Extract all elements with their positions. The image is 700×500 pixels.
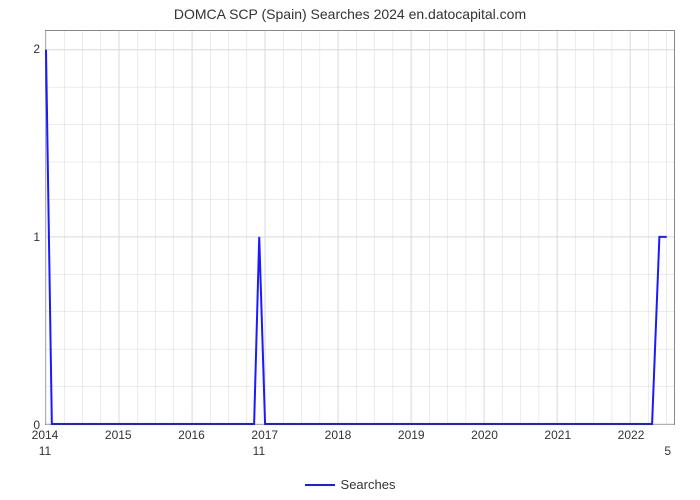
chart-title: DOMCA SCP (Spain) Searches 2024 en.datoc… <box>0 6 700 22</box>
x-tick-label: 2019 <box>398 428 425 442</box>
x-tick-label: 2018 <box>325 428 352 442</box>
x-tick-label: 2020 <box>471 428 498 442</box>
x-tick-label: 2022 <box>618 428 645 442</box>
chart-svg <box>46 31 674 424</box>
x-tick-label: 2015 <box>105 428 132 442</box>
data-point-label: 11 <box>253 444 265 458</box>
x-tick-label: 2021 <box>544 428 571 442</box>
chart-legend: Searches <box>0 473 700 493</box>
legend-line <box>305 484 335 486</box>
x-tick-label: 2017 <box>251 428 278 442</box>
data-point-label: 11 <box>39 444 51 458</box>
y-tick-label: 1 <box>33 230 40 244</box>
legend-item-searches: Searches <box>305 477 396 492</box>
y-tick-label: 2 <box>33 42 40 56</box>
legend-label: Searches <box>341 477 396 492</box>
chart-plot-area <box>45 30 675 425</box>
x-tick-label: 2014 <box>32 428 59 442</box>
data-point-label: 5 <box>664 444 671 458</box>
x-tick-label: 2016 <box>178 428 205 442</box>
